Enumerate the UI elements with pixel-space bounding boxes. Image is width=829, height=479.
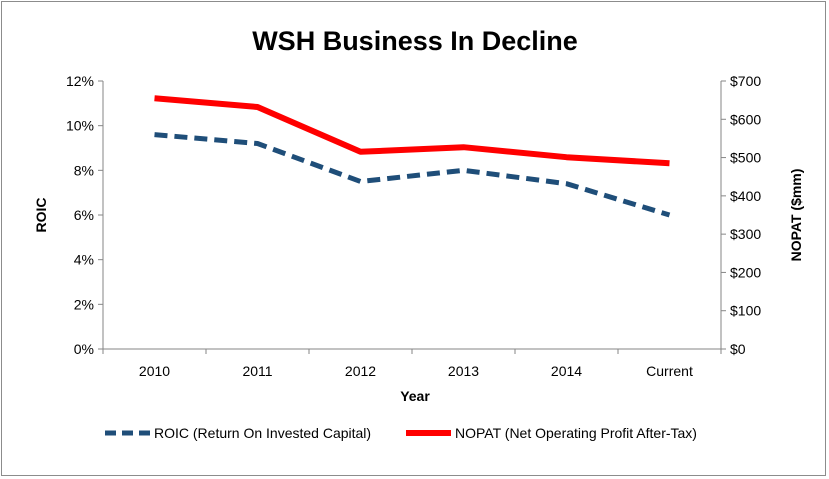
x-axis-title: Year bbox=[400, 388, 430, 404]
series-line-nopat bbox=[154, 95, 670, 167]
y-tick-label: 8% bbox=[74, 162, 94, 178]
y2-tick-label: $300 bbox=[730, 226, 761, 242]
y2-tick-label: $600 bbox=[730, 111, 761, 127]
y2-tick-label: $700 bbox=[730, 73, 761, 89]
y-tick-label: 4% bbox=[74, 252, 94, 268]
x-tick-label: 2013 bbox=[448, 363, 479, 379]
y2-tick-label: $100 bbox=[730, 303, 761, 319]
y2-tick-label: $0 bbox=[730, 341, 746, 357]
x-tick-label: 2010 bbox=[139, 363, 170, 379]
y-tick-label: 10% bbox=[66, 118, 94, 134]
y-tick-label: 6% bbox=[74, 207, 94, 223]
x-tick-label: 2012 bbox=[345, 363, 376, 379]
legend-label-nopat: NOPAT (Net Operating Profit After-Tax) bbox=[455, 425, 697, 441]
y-axis-title: ROIC bbox=[33, 198, 49, 233]
y2-tick-label: $200 bbox=[730, 264, 761, 280]
y-tick-label: 12% bbox=[66, 73, 94, 89]
tick-labels: 0% 2% 4% 6% 8% 10% 12% $0 $100 $200 $300 $400 $500 $6… bbox=[66, 73, 761, 379]
series-line-roic bbox=[154, 132, 671, 218]
y-tick-label: 2% bbox=[74, 296, 94, 312]
y2-tick-label: $400 bbox=[730, 188, 761, 204]
axes bbox=[98, 80, 726, 354]
legend: ROIC (Return On Invested Capital) NOPAT … bbox=[105, 425, 697, 441]
series-lines bbox=[154, 95, 671, 218]
x-tick-label: 2011 bbox=[242, 363, 272, 379]
x-tick-label: Current bbox=[646, 363, 693, 379]
legend-label-roic: ROIC (Return On Invested Capital) bbox=[154, 425, 371, 441]
y2-tick-label: $500 bbox=[730, 150, 761, 166]
chart-title: WSH Business In Decline bbox=[252, 26, 578, 56]
x-tick-label: 2014 bbox=[551, 363, 582, 379]
y2-axis-title: NOPAT ($mm) bbox=[788, 169, 804, 262]
y-tick-label: 0% bbox=[74, 341, 94, 357]
